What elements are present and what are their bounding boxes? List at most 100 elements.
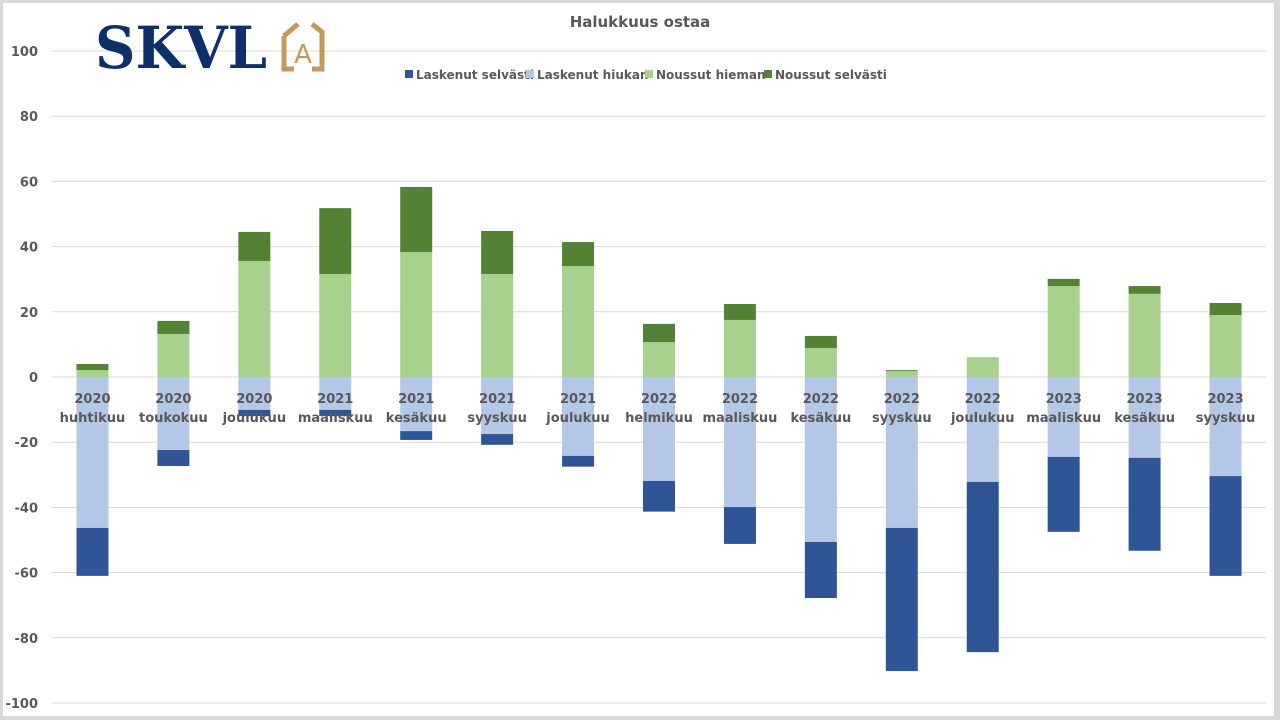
y-tick-label: 0: [29, 371, 38, 386]
bar-noussut-hieman: [643, 342, 675, 377]
bar-laskenut-hiukan: [400, 377, 433, 432]
y-axis-ticks: 100 80 60 40 20 0 -20 -40 -60 -80 -100: [5, 45, 38, 712]
x-category-year: 2020: [236, 392, 272, 407]
x-category-year: 2020: [155, 392, 191, 407]
logo-badge-letter: A: [294, 40, 312, 70]
bar-laskenut-selv-sti: [76, 527, 109, 576]
x-category-month: joulukuu: [545, 411, 610, 426]
bar-noussut-selv-sti: [885, 370, 918, 372]
x-category-year: 2020: [74, 392, 110, 407]
y-tick-label: -60: [15, 567, 39, 582]
bar-noussut-hieman: [1209, 315, 1242, 377]
bar-noussut-hieman: [319, 273, 352, 377]
bar-laskenut-selv-sti: [885, 527, 918, 672]
x-category-year: 2022: [641, 392, 677, 407]
y-tick-label: 20: [20, 306, 38, 321]
bar-noussut-selv-sti: [804, 335, 837, 348]
x-category-month: huhtikuu: [60, 411, 126, 426]
bar-laskenut-selv-sti: [723, 507, 756, 544]
x-category-month: syyskuu: [467, 411, 527, 426]
bar-noussut-selv-sti: [76, 363, 109, 371]
bar-noussut-hieman: [885, 371, 918, 377]
x-category-year: 2021: [398, 392, 434, 407]
y-tick-label: 100: [11, 45, 38, 60]
bar-laskenut-selv-sti: [966, 481, 999, 653]
gridlines: [52, 50, 1266, 704]
bar-laskenut-hiukan: [319, 377, 352, 410]
y-tick-label: -100: [5, 697, 38, 712]
x-category-month: maaliskuu: [298, 411, 373, 426]
bar-noussut-hieman: [238, 260, 271, 377]
x-category-year: 2022: [965, 392, 1001, 407]
bar-noussut-selv-sti: [157, 320, 190, 334]
bar-laskenut-hiukan: [1209, 377, 1242, 477]
bar-noussut-hieman: [723, 319, 756, 377]
legend: Laskenut selvästi Laskenut hiukan Noussut …: [405, 68, 887, 82]
x-category-month: syyskuu: [1196, 411, 1256, 426]
y-tick-label: -80: [15, 632, 39, 647]
bar-noussut-selv-sti: [1128, 286, 1161, 294]
bar-laskenut-selv-sti: [400, 431, 433, 440]
bar-laskenut-hiukan: [157, 377, 190, 451]
bar-noussut-hieman: [1128, 293, 1161, 377]
bar-noussut-selv-sti: [1047, 278, 1080, 287]
legend-label: Laskenut selvästi: [416, 68, 534, 82]
bar-laskenut-selv-sti: [1209, 476, 1242, 576]
legend-swatch: [405, 70, 413, 78]
bar-laskenut-selv-sti: [1047, 456, 1080, 532]
bar-noussut-hieman: [966, 357, 999, 377]
bar-laskenut-selv-sti: [319, 409, 352, 417]
bar-noussut-hieman: [1047, 286, 1080, 377]
x-category-month: helmikuu: [625, 411, 693, 426]
bar-laskenut-selv-sti: [643, 480, 675, 512]
bar-laskenut-selv-sti: [562, 455, 595, 467]
x-category-month: maaliskuu: [702, 411, 777, 426]
bar-laskenut-selv-sti: [804, 541, 837, 599]
x-category-year: 2021: [317, 392, 353, 407]
x-category-year: 2021: [479, 392, 515, 407]
x-category-year: 2022: [803, 392, 839, 407]
bar-noussut-selv-sti: [319, 208, 352, 274]
y-tick-label: -40: [15, 501, 39, 516]
x-category-month: syyskuu: [872, 411, 932, 426]
bar-noussut-hieman: [481, 273, 514, 377]
chart-title: Halukkuus ostaa: [570, 13, 711, 31]
bar-noussut-hieman: [400, 252, 433, 377]
legend-swatch: [526, 70, 534, 78]
legend-label: Noussut selvästi: [775, 68, 887, 82]
x-category-month: kesäkuu: [386, 411, 447, 426]
x-category-year: 2021: [560, 392, 596, 407]
bar-laskenut-hiukan: [562, 377, 595, 456]
bar-noussut-selv-sti: [481, 230, 514, 274]
x-category-month: kesäkuu: [790, 411, 851, 426]
logo-text: SKVL: [95, 14, 267, 82]
bar-noussut-hieman: [157, 333, 190, 377]
bar-laskenut-hiukan: [238, 377, 271, 410]
bar-laskenut-hiukan: [1047, 377, 1080, 457]
x-category-year: 2023: [1127, 392, 1163, 407]
bar-noussut-selv-sti: [643, 323, 675, 343]
legend-swatch: [764, 70, 772, 78]
house-a-icon: A: [281, 22, 325, 72]
x-category-year: 2022: [884, 392, 920, 407]
category-labels: 2020 huhtikuu 2020 toukokuu 2020 joulukuu 2021…: [60, 392, 1256, 426]
bar-noussut-selv-sti: [1209, 302, 1242, 316]
bar-laskenut-hiukan: [804, 377, 837, 542]
bar-noussut-selv-sti: [238, 231, 271, 261]
legend-label: Noussut hieman: [656, 68, 766, 82]
x-category-month: joulukuu: [222, 411, 287, 426]
bar-laskenut-hiukan: [723, 377, 756, 508]
bar-noussut-hieman: [76, 370, 109, 377]
bar-laskenut-hiukan: [1128, 377, 1161, 458]
bar-laskenut-selv-sti: [1128, 457, 1161, 551]
bar-noussut-hieman: [804, 347, 837, 377]
y-tick-label: 80: [20, 110, 38, 125]
x-category-month: kesäkuu: [1114, 411, 1175, 426]
bar-laskenut-hiukan: [481, 377, 514, 435]
bar-laskenut-hiukan: [643, 377, 675, 481]
bar-laskenut-selv-sti: [238, 409, 271, 417]
y-tick-label: 40: [20, 241, 38, 256]
bar-laskenut-hiukan: [76, 377, 109, 528]
bar-laskenut-hiukan: [966, 377, 999, 482]
bar-laskenut-selv-sti: [157, 450, 190, 466]
